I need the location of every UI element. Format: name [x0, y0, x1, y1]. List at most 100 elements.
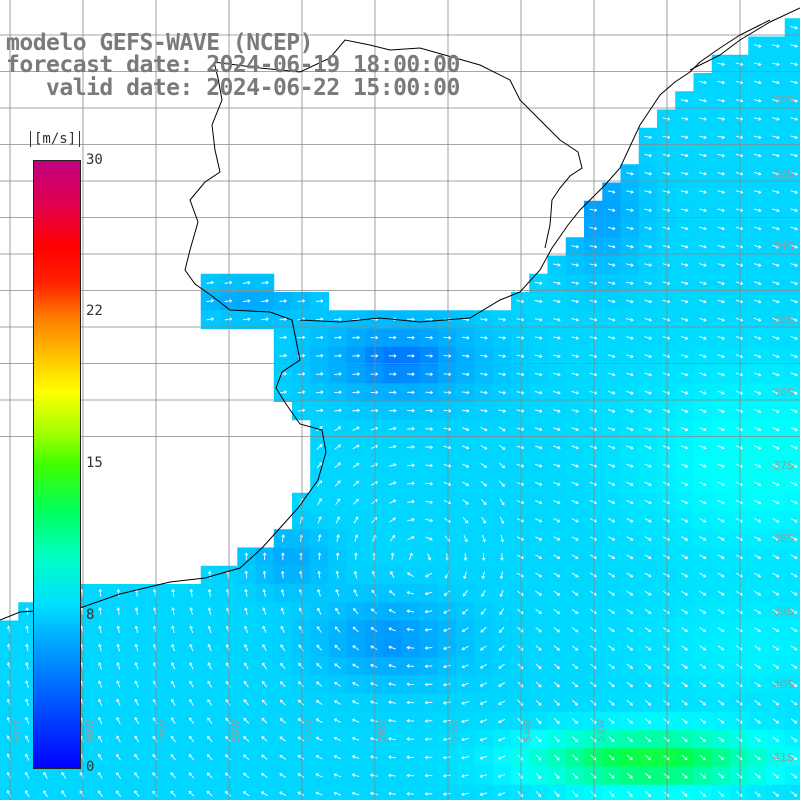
- wind-arrow: [334, 681, 341, 687]
- wind-arrow: [370, 481, 378, 486]
- wind-arrow: [170, 772, 177, 779]
- wind-arrow: [735, 499, 743, 505]
- wind-arrow: [407, 426, 415, 431]
- wind-arrow: [354, 552, 358, 561]
- wind-arrow: [553, 645, 560, 651]
- wind-arrow: [207, 588, 212, 597]
- wind-cell: [784, 54, 800, 74]
- wind-arrow: [407, 390, 415, 395]
- wind-arrow: [790, 117, 799, 121]
- wind-arrow: [317, 607, 322, 615]
- wind-arrow: [644, 390, 652, 395]
- wind-arrow: [790, 153, 799, 158]
- wind-arrow: [406, 609, 415, 613]
- wind-arrow: [98, 625, 102, 634]
- wind-arrow: [753, 281, 762, 286]
- lon-label: 60W: [85, 719, 96, 742]
- wind-arrow: [681, 700, 688, 706]
- wind-arrow: [571, 263, 580, 267]
- lon-label: 55W: [450, 719, 461, 742]
- wind-arrow: [170, 790, 177, 797]
- wind-arrow: [681, 554, 689, 560]
- wind-arrow: [644, 299, 653, 304]
- wind-arrow: [754, 700, 761, 706]
- wind-arrow: [754, 554, 762, 560]
- wind-arrow: [680, 281, 689, 286]
- wind-arrow: [680, 390, 689, 395]
- wind-arrow: [442, 755, 451, 760]
- wind-arrow: [297, 754, 305, 760]
- wind-arrow: [261, 791, 268, 797]
- wind-arrow: [406, 682, 415, 687]
- wind-arrow: [735, 390, 744, 395]
- wind-arrow: [754, 754, 761, 761]
- colorbar-tick-22: 22: [86, 303, 103, 319]
- wind-arrow: [717, 718, 725, 724]
- wind-cell: [255, 784, 275, 800]
- wind-arrow: [516, 463, 525, 468]
- wind-arrow: [790, 190, 798, 194]
- wind-arrow: [644, 427, 652, 432]
- wind-arrow: [388, 663, 396, 668]
- wind-arrow: [717, 190, 726, 194]
- wind-arrow: [442, 737, 451, 742]
- wind-cell: [146, 784, 165, 800]
- wind-arrow: [370, 335, 379, 340]
- wind-arrow: [790, 335, 798, 340]
- wind-arrow: [589, 226, 598, 231]
- wind-cell: [748, 784, 767, 800]
- wind-arrow: [134, 607, 139, 615]
- wind-arrow: [681, 772, 688, 779]
- wind-arrow: [608, 699, 615, 706]
- wind-arrow: [461, 336, 470, 340]
- wind-arrow: [589, 318, 598, 322]
- wind-arrow: [589, 481, 598, 486]
- wind-arrow: [298, 662, 304, 670]
- wind-arrow: [279, 390, 288, 394]
- wind-arrow: [699, 80, 707, 85]
- wind-arrow: [497, 792, 506, 797]
- wind-arrow: [680, 135, 689, 139]
- wind-arrow: [262, 625, 267, 634]
- wind-arrow: [772, 590, 780, 596]
- wind-arrow: [207, 717, 213, 724]
- wind-arrow: [224, 280, 233, 285]
- wind-arrow: [644, 481, 652, 486]
- wind-arrow: [717, 663, 725, 669]
- wind-arrow: [243, 754, 250, 761]
- wind-arrow: [754, 609, 762, 614]
- wind-arrow: [279, 699, 286, 706]
- wind-arrow: [607, 481, 616, 486]
- wind-cell: [784, 237, 800, 256]
- wind-arrow: [388, 426, 397, 431]
- wind-cell: [784, 565, 800, 585]
- wind-arrow: [480, 498, 487, 506]
- wind-arrow: [333, 773, 342, 778]
- wind-arrow: [680, 172, 689, 176]
- wind-arrow: [571, 427, 579, 432]
- wind-arrow: [681, 499, 689, 505]
- wind-cell: [784, 766, 800, 786]
- wind-arrow: [717, 244, 726, 249]
- wind-arrow: [297, 299, 306, 303]
- wind-arrow: [644, 263, 653, 267]
- wind-arrow: [407, 335, 415, 340]
- wind-arrow: [370, 372, 379, 376]
- wind-arrow: [699, 754, 706, 761]
- wind-arrow: [262, 588, 267, 597]
- wind-arrow: [772, 481, 780, 486]
- wind-arrow: [699, 98, 707, 103]
- wind-arrow: [280, 662, 286, 670]
- wind-arrow: [644, 245, 653, 249]
- wind-arrow: [717, 263, 725, 267]
- wind-arrow: [662, 172, 671, 176]
- wind-cell: [383, 784, 402, 800]
- wind-arrow: [335, 516, 340, 524]
- wind-arrow: [316, 663, 323, 669]
- wind-arrow: [753, 244, 762, 249]
- wind-arrow: [370, 645, 378, 650]
- wind-arrow: [262, 570, 267, 579]
- wind-arrow: [243, 699, 249, 706]
- wind-cell: [328, 784, 348, 800]
- wind-arrow: [754, 773, 761, 779]
